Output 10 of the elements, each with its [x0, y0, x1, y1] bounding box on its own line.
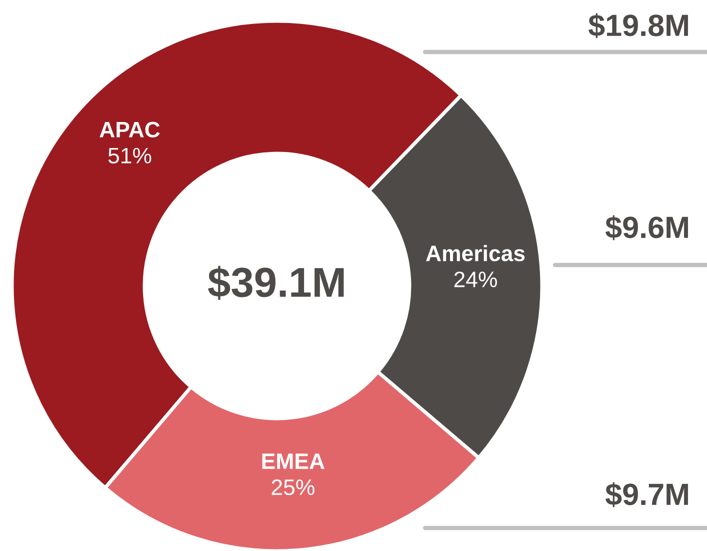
data-label: 51% — [108, 148, 152, 164]
text: $39.1M — [208, 266, 344, 300]
data-label: 25% — [272, 479, 314, 496]
slice-label: Americas — [426, 244, 525, 262]
text: $9.7M — [605, 482, 688, 508]
slice-label: EMEA — [262, 454, 324, 469]
text: $9.6M — [605, 215, 688, 240]
data-label: 24% — [454, 272, 497, 288]
slice-label: APAC — [100, 122, 160, 138]
text: $19.8M — [588, 13, 688, 38]
